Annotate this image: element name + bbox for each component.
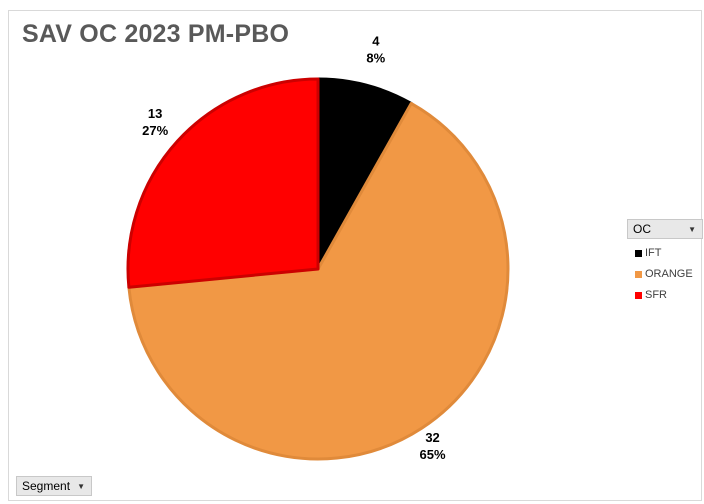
dropdown-arrow-icon: ▼ [77,481,85,491]
pie-slice-sfr [126,77,320,289]
pie-slice-orange [127,101,510,461]
data-label-percent: 8% [366,50,385,65]
legend-item-ift: IFT [635,247,703,259]
segment-filter-label: Segment [22,479,71,493]
oc-filter-label: OC [633,222,651,236]
data-label-percent: 27% [142,123,168,138]
data-label-value: 4 [372,33,380,48]
legend-label: IFT [645,247,662,259]
data-label-value: 32 [425,430,439,445]
legend-swatch [635,291,642,299]
legend-label: SFR [645,289,667,301]
dropdown-arrow-icon: ▼ [688,224,696,234]
legend-item-orange: ORANGE [635,268,703,280]
legend-item-sfr: SFR [635,289,703,301]
data-label-percent: 65% [420,447,446,462]
legend-label: ORANGE [645,268,693,280]
legend-swatch [635,249,642,257]
chart-title: SAV OC 2023 PM-PBO [22,20,290,48]
legend: OC ▼ IFT ORANGE SFR [627,219,703,301]
oc-filter-button[interactable]: OC ▼ [627,219,703,239]
data-label-value: 13 [148,106,162,121]
legend-swatch [635,270,642,278]
pie-slice-ift [316,77,413,271]
segment-filter-button[interactable]: Segment ▼ [16,476,92,496]
